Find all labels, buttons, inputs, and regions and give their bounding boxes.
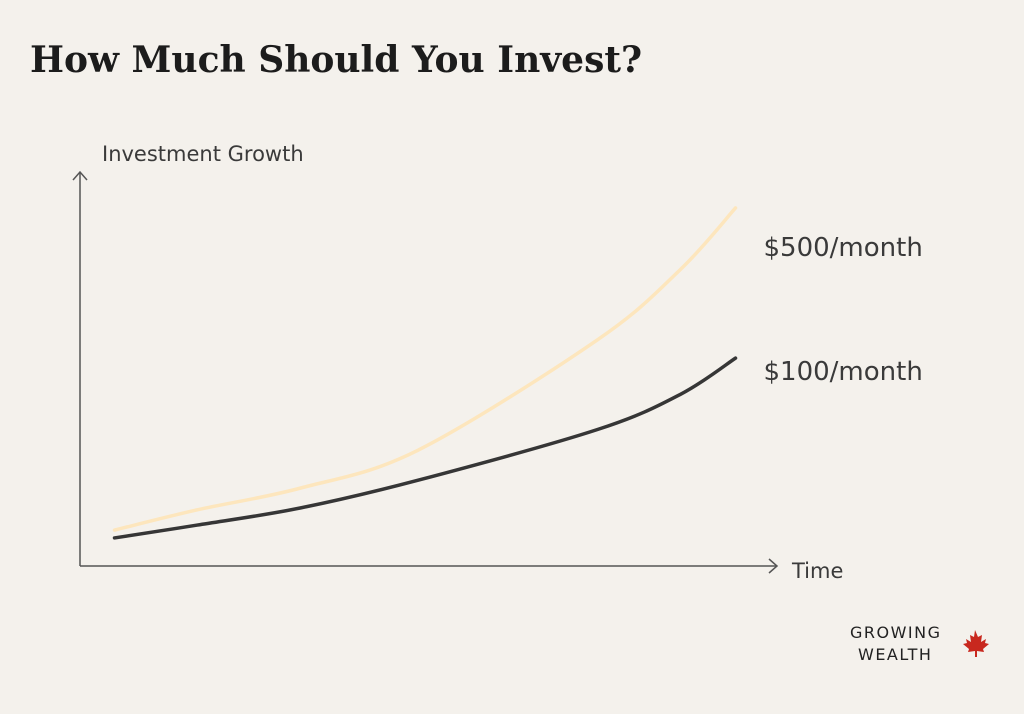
x-axis-label: Time <box>791 559 843 583</box>
y-axis-label: Investment Growth <box>102 142 304 166</box>
series-label: $500/month <box>764 233 923 263</box>
x-axis-arrow <box>768 558 779 574</box>
logo-line1: GROWING <box>850 623 942 642</box>
series-label: $100/month <box>764 357 923 387</box>
chart-title: How Much Should You Invest? <box>30 39 642 81</box>
y-axis-arrow <box>72 170 88 181</box>
axes <box>72 170 779 574</box>
logo-line2: WEALTH <box>858 645 932 664</box>
maple-leaf <box>963 630 989 657</box>
series-line <box>112 206 738 532</box>
series-line <box>112 356 738 540</box>
